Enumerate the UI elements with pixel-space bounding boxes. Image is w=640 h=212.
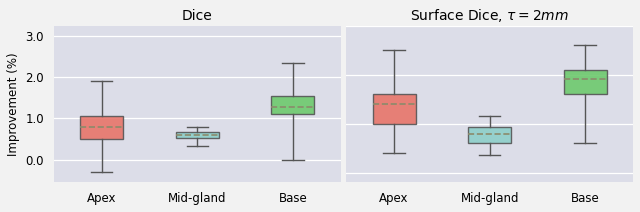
PathPatch shape (176, 132, 219, 138)
PathPatch shape (564, 70, 607, 94)
PathPatch shape (468, 127, 511, 143)
PathPatch shape (271, 96, 314, 114)
PathPatch shape (372, 94, 415, 124)
Y-axis label: Improvement (%): Improvement (%) (7, 52, 20, 156)
Title: Dice: Dice (182, 9, 212, 23)
PathPatch shape (80, 116, 123, 139)
Title: Surface Dice, $\tau = 2mm$: Surface Dice, $\tau = 2mm$ (410, 7, 569, 24)
